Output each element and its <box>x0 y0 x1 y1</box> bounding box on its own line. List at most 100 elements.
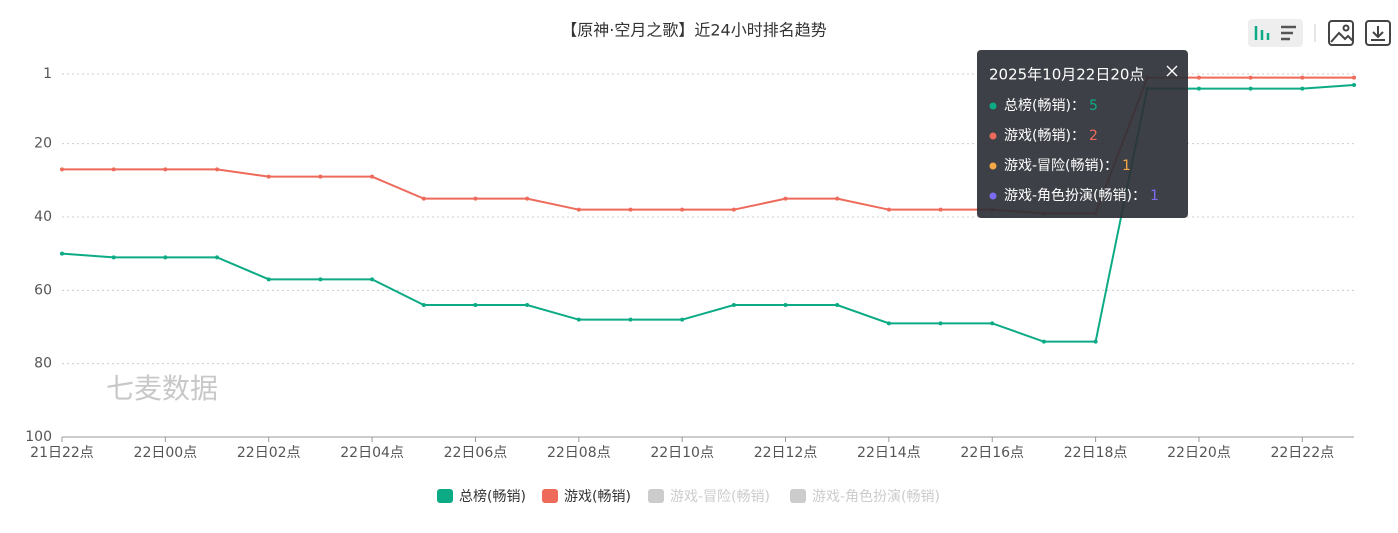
data-point <box>783 196 788 201</box>
legend-item[interactable]: 游戏-角色扮演(畅销) <box>790 488 940 505</box>
legend-swatch <box>648 489 664 503</box>
tooltip-row: 游戏-角色扮演(畅销)： 1 <box>1004 187 1159 204</box>
tooltip-box <box>977 50 1188 218</box>
tooltip-close[interactable] <box>1166 65 1178 77</box>
x-tick-label: 22日12点 <box>754 445 818 461</box>
data-point <box>731 303 736 307</box>
data-point <box>1352 83 1356 87</box>
y-tick-label: 40 <box>34 209 52 225</box>
x-tick-label: 22日08点 <box>547 445 611 461</box>
x-tick-label: 22日22点 <box>1270 445 1334 461</box>
data-point <box>628 207 633 212</box>
toolbar <box>1248 19 1391 47</box>
tooltip-separator: ： <box>1071 128 1085 144</box>
data-point <box>1093 339 1098 344</box>
y-tick-label: 20 <box>34 136 52 152</box>
data-point <box>525 303 530 307</box>
data-point <box>835 303 840 307</box>
download[interactable] <box>1365 20 1391 46</box>
data-point <box>60 251 64 256</box>
data-point <box>938 321 943 326</box>
data-point <box>576 317 581 322</box>
tooltip-separator: ： <box>1132 188 1146 204</box>
legend-item[interactable]: 游戏(畅销) <box>542 489 631 505</box>
data-point <box>1196 86 1201 91</box>
data-point <box>886 207 891 212</box>
data-point <box>938 207 943 212</box>
x-tick-label: 22日20点 <box>1167 445 1231 461</box>
data-point <box>318 277 323 282</box>
data-point <box>628 317 633 322</box>
legend-swatch <box>437 489 453 503</box>
data-point <box>680 207 685 212</box>
tooltip-value: 1 <box>1122 158 1131 174</box>
data-point <box>370 277 375 282</box>
data-point <box>990 321 995 326</box>
tooltip-separator: ： <box>1071 98 1085 114</box>
data-point <box>473 196 478 201</box>
x-tick-label: 22日06点 <box>444 445 508 461</box>
legend-label: 总榜(畅销) <box>459 488 526 505</box>
data-point <box>215 255 220 260</box>
tooltip-dot <box>989 192 997 200</box>
data-point <box>835 196 840 201</box>
data-point <box>266 174 271 179</box>
data-point <box>421 303 426 307</box>
tooltip-separator: ： <box>1104 158 1118 174</box>
data-point <box>1248 86 1253 91</box>
data-point <box>111 167 116 172</box>
close-stroke <box>1166 65 1178 77</box>
x-tick-label: 22日18点 <box>1064 445 1128 461</box>
data-point <box>783 303 788 307</box>
data-point <box>215 167 220 172</box>
data-point <box>525 196 530 201</box>
data-point <box>680 317 685 322</box>
tooltip-title: 2025年10月22日20点 <box>989 66 1144 84</box>
data-point <box>421 196 426 201</box>
data-point <box>266 277 271 282</box>
y-tick-label: 80 <box>34 356 52 372</box>
data-point <box>111 255 116 260</box>
y-tick-label: 100 <box>25 429 52 445</box>
y-tick-label: 1 <box>43 66 52 82</box>
legend-label: 游戏(畅销) <box>564 489 631 505</box>
legend-item[interactable]: 游戏-冒险(畅销) <box>648 489 770 505</box>
legend-swatch <box>790 489 806 503</box>
tooltip-dot <box>989 102 997 110</box>
data-point <box>1248 75 1253 80</box>
x-tick-label: 22日04点 <box>340 445 404 461</box>
save-image[interactable] <box>1328 20 1354 46</box>
data-point <box>163 255 168 260</box>
x-tick-label: 22日14点 <box>857 445 921 461</box>
tooltip-name: 总榜(畅销) <box>1004 97 1071 114</box>
chart-title: 【原神·空月之歌】近24小时排名趋势 <box>561 21 826 40</box>
tooltip-dot <box>989 132 997 140</box>
tooltip-value: 1 <box>1150 188 1159 204</box>
data-point <box>473 303 478 307</box>
legend-swatch <box>542 489 558 503</box>
data-point <box>1041 339 1046 344</box>
data-point <box>731 207 736 212</box>
watermark: 七麦数据 <box>106 372 218 405</box>
tooltip-row: 游戏-冒险(畅销)： 1 <box>1004 158 1131 174</box>
x-tick-label: 22日00点 <box>134 445 198 461</box>
x-tick-label: 22日10点 <box>650 445 714 461</box>
data-point <box>60 167 64 172</box>
data-point <box>576 207 581 212</box>
x-tick-label: 22日16点 <box>960 445 1024 461</box>
data-point <box>1352 75 1356 80</box>
data-point <box>886 321 891 326</box>
tooltip-row: 游戏(畅销)： 2 <box>1004 128 1098 144</box>
x-tick-label: 21日22点 <box>30 445 94 461</box>
data-point <box>1196 75 1201 80</box>
data-point <box>163 167 168 172</box>
tooltip-dot <box>989 162 997 170</box>
legend-item[interactable]: 总榜(畅销) <box>437 488 526 505</box>
y-tick-label: 60 <box>34 282 52 298</box>
data-point <box>1300 86 1305 91</box>
tooltip-name: 游戏-冒险(畅销) <box>1004 158 1104 174</box>
tooltip-row: 总榜(畅销)： 5 <box>1004 97 1098 114</box>
legend-label: 游戏-角色扮演(畅销) <box>812 488 940 505</box>
